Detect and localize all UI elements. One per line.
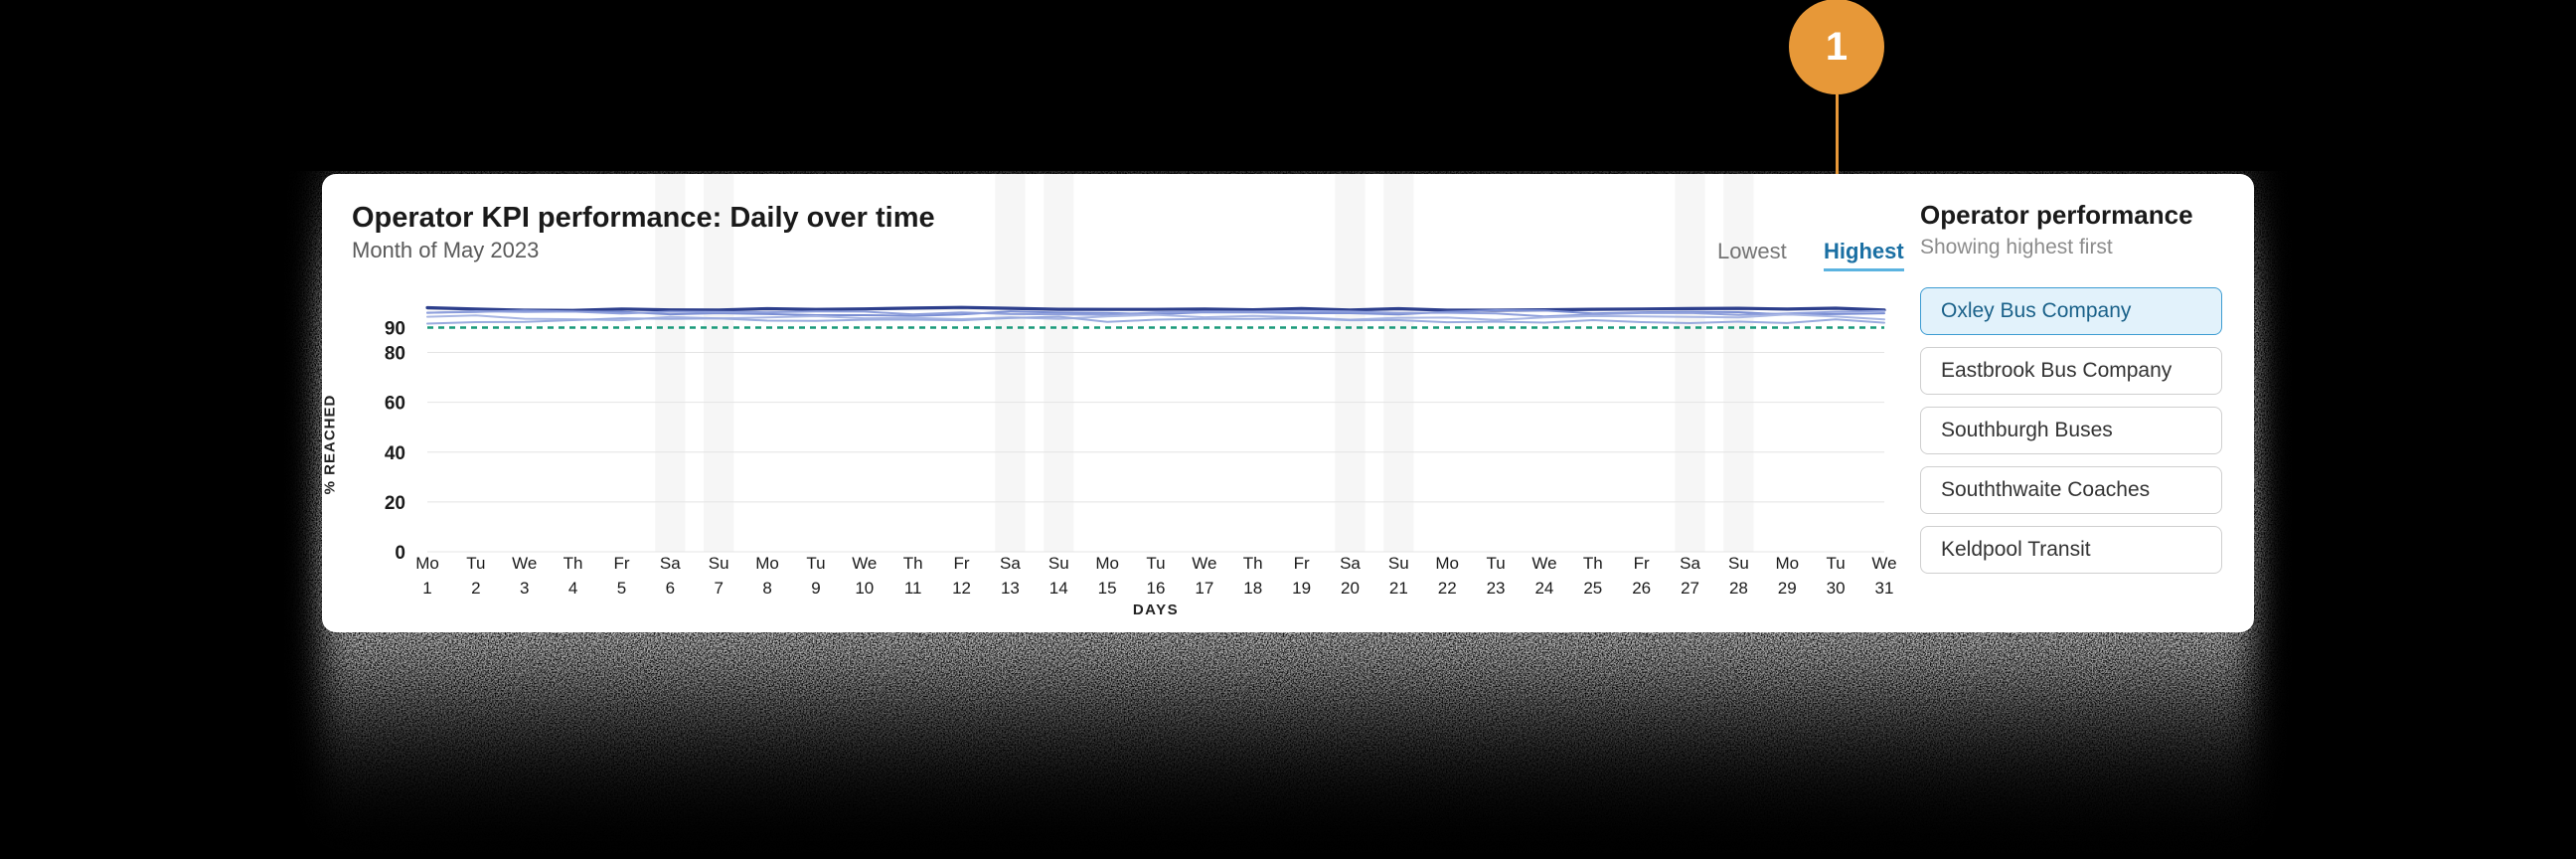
svg-text:11: 11: [904, 579, 922, 598]
svg-text:18: 18: [1243, 579, 1262, 598]
svg-text:Su: Su: [1728, 554, 1749, 573]
svg-text:16: 16: [1147, 579, 1166, 598]
svg-text:Tu: Tu: [806, 554, 825, 573]
svg-text:Tu: Tu: [1146, 554, 1165, 573]
svg-text:0: 0: [395, 543, 405, 564]
svg-text:Th: Th: [564, 554, 583, 573]
svg-text:Mo: Mo: [1435, 554, 1459, 573]
svg-text:Sa: Sa: [660, 554, 681, 573]
svg-text:23: 23: [1487, 579, 1506, 598]
svg-text:Mo: Mo: [1095, 554, 1119, 573]
svg-text:Fr: Fr: [613, 554, 629, 573]
svg-text:28: 28: [1729, 579, 1748, 598]
svg-text:40: 40: [385, 443, 405, 464]
svg-text:Sa: Sa: [1340, 554, 1361, 573]
svg-text:Mo: Mo: [1775, 554, 1799, 573]
svg-text:Fr: Fr: [1634, 554, 1650, 573]
svg-text:8: 8: [762, 579, 771, 598]
svg-text:29: 29: [1778, 579, 1797, 598]
svg-text:We: We: [512, 554, 537, 573]
svg-text:1: 1: [422, 579, 431, 598]
svg-text:13: 13: [1001, 579, 1020, 598]
svg-text:27: 27: [1681, 579, 1699, 598]
svg-text:22: 22: [1438, 579, 1457, 598]
svg-text:We: We: [1192, 554, 1216, 573]
svg-text:31: 31: [1875, 579, 1894, 598]
svg-text:80: 80: [385, 344, 405, 365]
svg-text:9: 9: [811, 579, 820, 598]
svg-text:Th: Th: [1243, 554, 1263, 573]
svg-text:19: 19: [1292, 579, 1311, 598]
svg-text:10: 10: [855, 579, 874, 598]
svg-text:Sa: Sa: [1000, 554, 1021, 573]
svg-text:2: 2: [471, 579, 480, 598]
svg-text:25: 25: [1583, 579, 1602, 598]
svg-text:12: 12: [952, 579, 971, 598]
svg-text:Th: Th: [1583, 554, 1603, 573]
svg-text:7: 7: [714, 579, 723, 598]
svg-text:Mo: Mo: [415, 554, 439, 573]
svg-text:Mo: Mo: [755, 554, 779, 573]
svg-text:4: 4: [568, 579, 577, 598]
svg-text:We: We: [1531, 554, 1556, 573]
svg-text:20: 20: [385, 493, 405, 514]
svg-text:17: 17: [1195, 579, 1213, 598]
svg-text:90: 90: [385, 319, 405, 340]
svg-text:Tu: Tu: [1827, 554, 1846, 573]
svg-text:Th: Th: [903, 554, 923, 573]
svg-text:21: 21: [1389, 579, 1408, 598]
svg-text:We: We: [852, 554, 877, 573]
svg-text:We: We: [1871, 554, 1896, 573]
svg-text:Fr: Fr: [954, 554, 970, 573]
svg-text:Tu: Tu: [1486, 554, 1505, 573]
svg-text:Fr: Fr: [1294, 554, 1310, 573]
svg-text:Sa: Sa: [1680, 554, 1700, 573]
svg-text:Su: Su: [1388, 554, 1409, 573]
svg-text:30: 30: [1827, 579, 1846, 598]
svg-text:26: 26: [1632, 579, 1651, 598]
svg-text:Su: Su: [709, 554, 729, 573]
svg-text:20: 20: [1341, 579, 1360, 598]
svg-text:Tu: Tu: [466, 554, 485, 573]
svg-text:24: 24: [1534, 579, 1553, 598]
svg-text:3: 3: [520, 579, 529, 598]
svg-text:Su: Su: [1048, 554, 1069, 573]
svg-text:60: 60: [385, 394, 405, 415]
svg-text:14: 14: [1049, 579, 1068, 598]
svg-text:6: 6: [666, 579, 675, 598]
svg-text:5: 5: [617, 579, 626, 598]
svg-text:15: 15: [1098, 579, 1117, 598]
